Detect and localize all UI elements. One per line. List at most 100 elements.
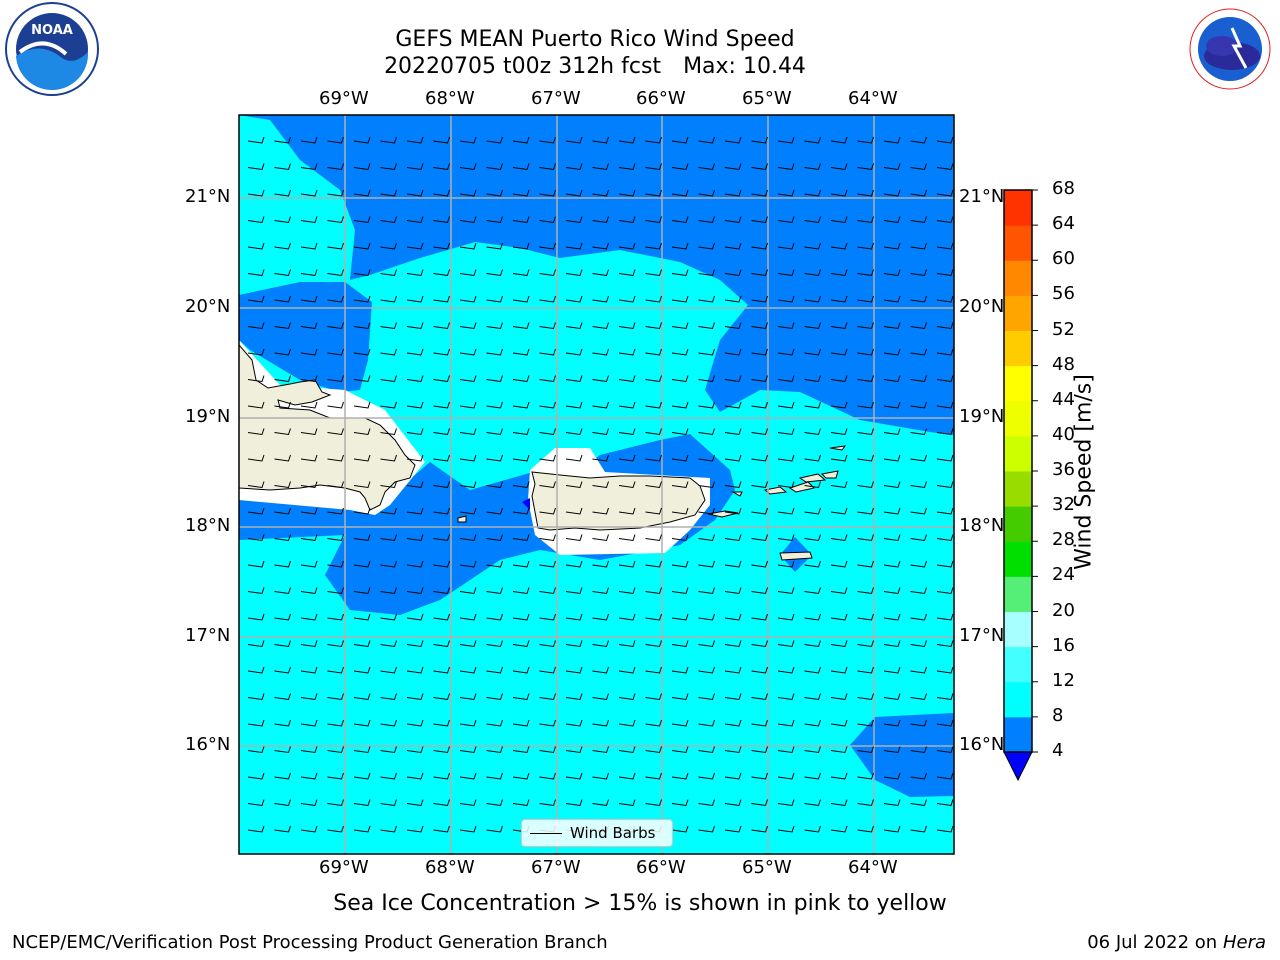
wind-barb <box>247 666 265 674</box>
wind-barb <box>883 163 901 171</box>
wind-barb <box>274 454 291 462</box>
colorbar-tick-label: 8 <box>1052 704 1064 726</box>
wind-barb <box>486 295 503 303</box>
wind-barb <box>565 613 583 621</box>
wind-barb <box>512 136 530 144</box>
legend-label: Wind Barbs <box>570 824 656 842</box>
wind-barb <box>777 216 795 224</box>
wind-barb <box>804 163 821 171</box>
wind-barb <box>751 587 768 595</box>
wind-barb <box>353 666 371 674</box>
wind-barb <box>327 428 344 436</box>
wind-barb <box>857 746 874 754</box>
wind-barb <box>274 507 291 515</box>
lat-left-5: 16°N <box>185 734 231 755</box>
wind-barb <box>486 375 503 383</box>
wind-barb <box>857 322 874 330</box>
wind-barb <box>777 269 795 277</box>
wind-barb <box>486 587 503 595</box>
wind-barb <box>936 772 954 780</box>
lon-top-1: 68°W <box>425 88 475 109</box>
wind-barb <box>751 242 768 250</box>
wind-barb <box>512 401 530 409</box>
wind-barb <box>671 428 689 436</box>
wind-barb <box>698 746 715 754</box>
wind-barb <box>883 481 901 489</box>
wind-barb <box>804 269 821 277</box>
wind-barb <box>645 348 662 356</box>
wind-barb <box>539 136 556 144</box>
wind-barb <box>724 454 742 462</box>
wind-barb <box>380 375 397 383</box>
wind-barb <box>380 507 397 515</box>
wind-barb <box>804 799 821 807</box>
wind-barb <box>724 799 742 807</box>
wind-barb <box>698 507 715 515</box>
wind-barb <box>618 693 636 701</box>
wind-barb <box>830 560 848 568</box>
wind-barb <box>353 772 371 780</box>
wind-barb <box>671 348 689 356</box>
wind-barb <box>645 799 662 807</box>
wind-barb <box>910 825 927 833</box>
wind-barb <box>645 507 662 515</box>
wind-barb <box>936 163 954 171</box>
wind-barb <box>936 136 954 144</box>
wind-barb <box>671 560 689 568</box>
lon-bottom-4: 65°W <box>742 857 792 878</box>
wind-barb <box>724 189 742 197</box>
wind-barb <box>936 242 954 250</box>
wind-barb <box>592 242 609 250</box>
wind-barb <box>910 799 927 807</box>
wind-barb <box>645 242 662 250</box>
wind-barb <box>539 295 556 303</box>
wind-barb <box>380 666 397 674</box>
wind-barb <box>539 587 556 595</box>
wind-barb <box>724 560 742 568</box>
wind-barb <box>857 295 874 303</box>
wind-barb <box>539 640 556 648</box>
wind-barb <box>857 613 874 621</box>
wind-barb <box>618 560 636 568</box>
wind-barb <box>592 587 609 595</box>
wind-barb <box>724 772 742 780</box>
wind-barb <box>300 295 318 303</box>
wind-barb <box>618 348 636 356</box>
lon-top-3: 66°W <box>636 88 686 109</box>
wind-barb <box>751 772 768 780</box>
wind-barb <box>300 666 318 674</box>
wind-barb <box>300 799 318 807</box>
wind-barb <box>645 719 662 727</box>
wind-barb <box>433 587 450 595</box>
wind-barb <box>883 719 901 727</box>
wind-barb <box>777 189 795 197</box>
wind-barb <box>830 242 848 250</box>
wind-barb <box>327 534 344 542</box>
wind-barb <box>380 534 397 542</box>
lat-left-0: 21°N <box>185 186 231 207</box>
wind-barb <box>910 534 927 542</box>
wind-barb <box>857 719 874 727</box>
wind-barb <box>830 216 848 224</box>
wind-barb <box>777 666 795 674</box>
wind-barb <box>512 613 530 621</box>
wind-barb <box>512 295 530 303</box>
wind-barb <box>936 587 954 595</box>
wind-barb <box>724 216 742 224</box>
wind-barb <box>751 534 768 542</box>
wind-barb <box>406 481 424 489</box>
wind-barb <box>327 507 344 515</box>
wind-barb <box>247 401 265 409</box>
wind-barb <box>618 666 636 674</box>
wind-barb <box>671 216 689 224</box>
wind-barb <box>671 772 689 780</box>
wind-barb <box>618 640 636 648</box>
wind-barb <box>300 825 318 833</box>
wind-barb <box>512 693 530 701</box>
wind-barb <box>247 375 265 383</box>
colorbar <box>1003 189 1038 782</box>
wind-barb <box>539 454 556 462</box>
wind-barb <box>645 136 662 144</box>
wind-barb <box>857 666 874 674</box>
wind-barb <box>433 481 450 489</box>
